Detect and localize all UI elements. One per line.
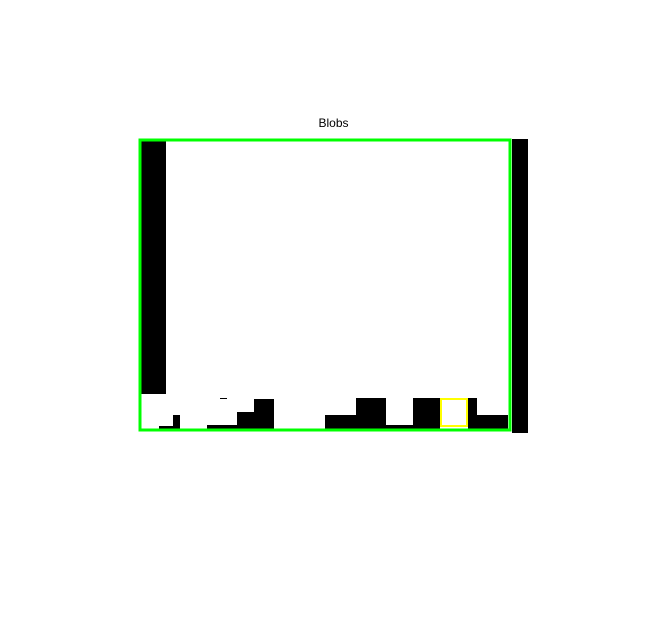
- blob-wide-a: [325, 415, 358, 429]
- blob-floor-b: [386, 425, 413, 429]
- blob-small-b: [173, 415, 180, 429]
- blob-small-a: [159, 426, 173, 429]
- blob-left-column: [141, 141, 166, 394]
- blob-step-a: [237, 412, 254, 429]
- figure-title: Blobs: [318, 116, 349, 130]
- blob-step-b: [254, 399, 274, 429]
- blob-block-e: [477, 415, 508, 429]
- blob-regions: [141, 139, 528, 433]
- selected-blob-box: [440, 398, 468, 427]
- blob-wide-b: [356, 398, 386, 429]
- blob-block-d: [468, 398, 477, 429]
- outer-bounding-box: [138, 138, 512, 432]
- blob-right-edge: [512, 139, 528, 433]
- blob-block-c: [413, 398, 440, 429]
- blob-thin-floor: [207, 425, 237, 429]
- blob-dash: [220, 398, 227, 399]
